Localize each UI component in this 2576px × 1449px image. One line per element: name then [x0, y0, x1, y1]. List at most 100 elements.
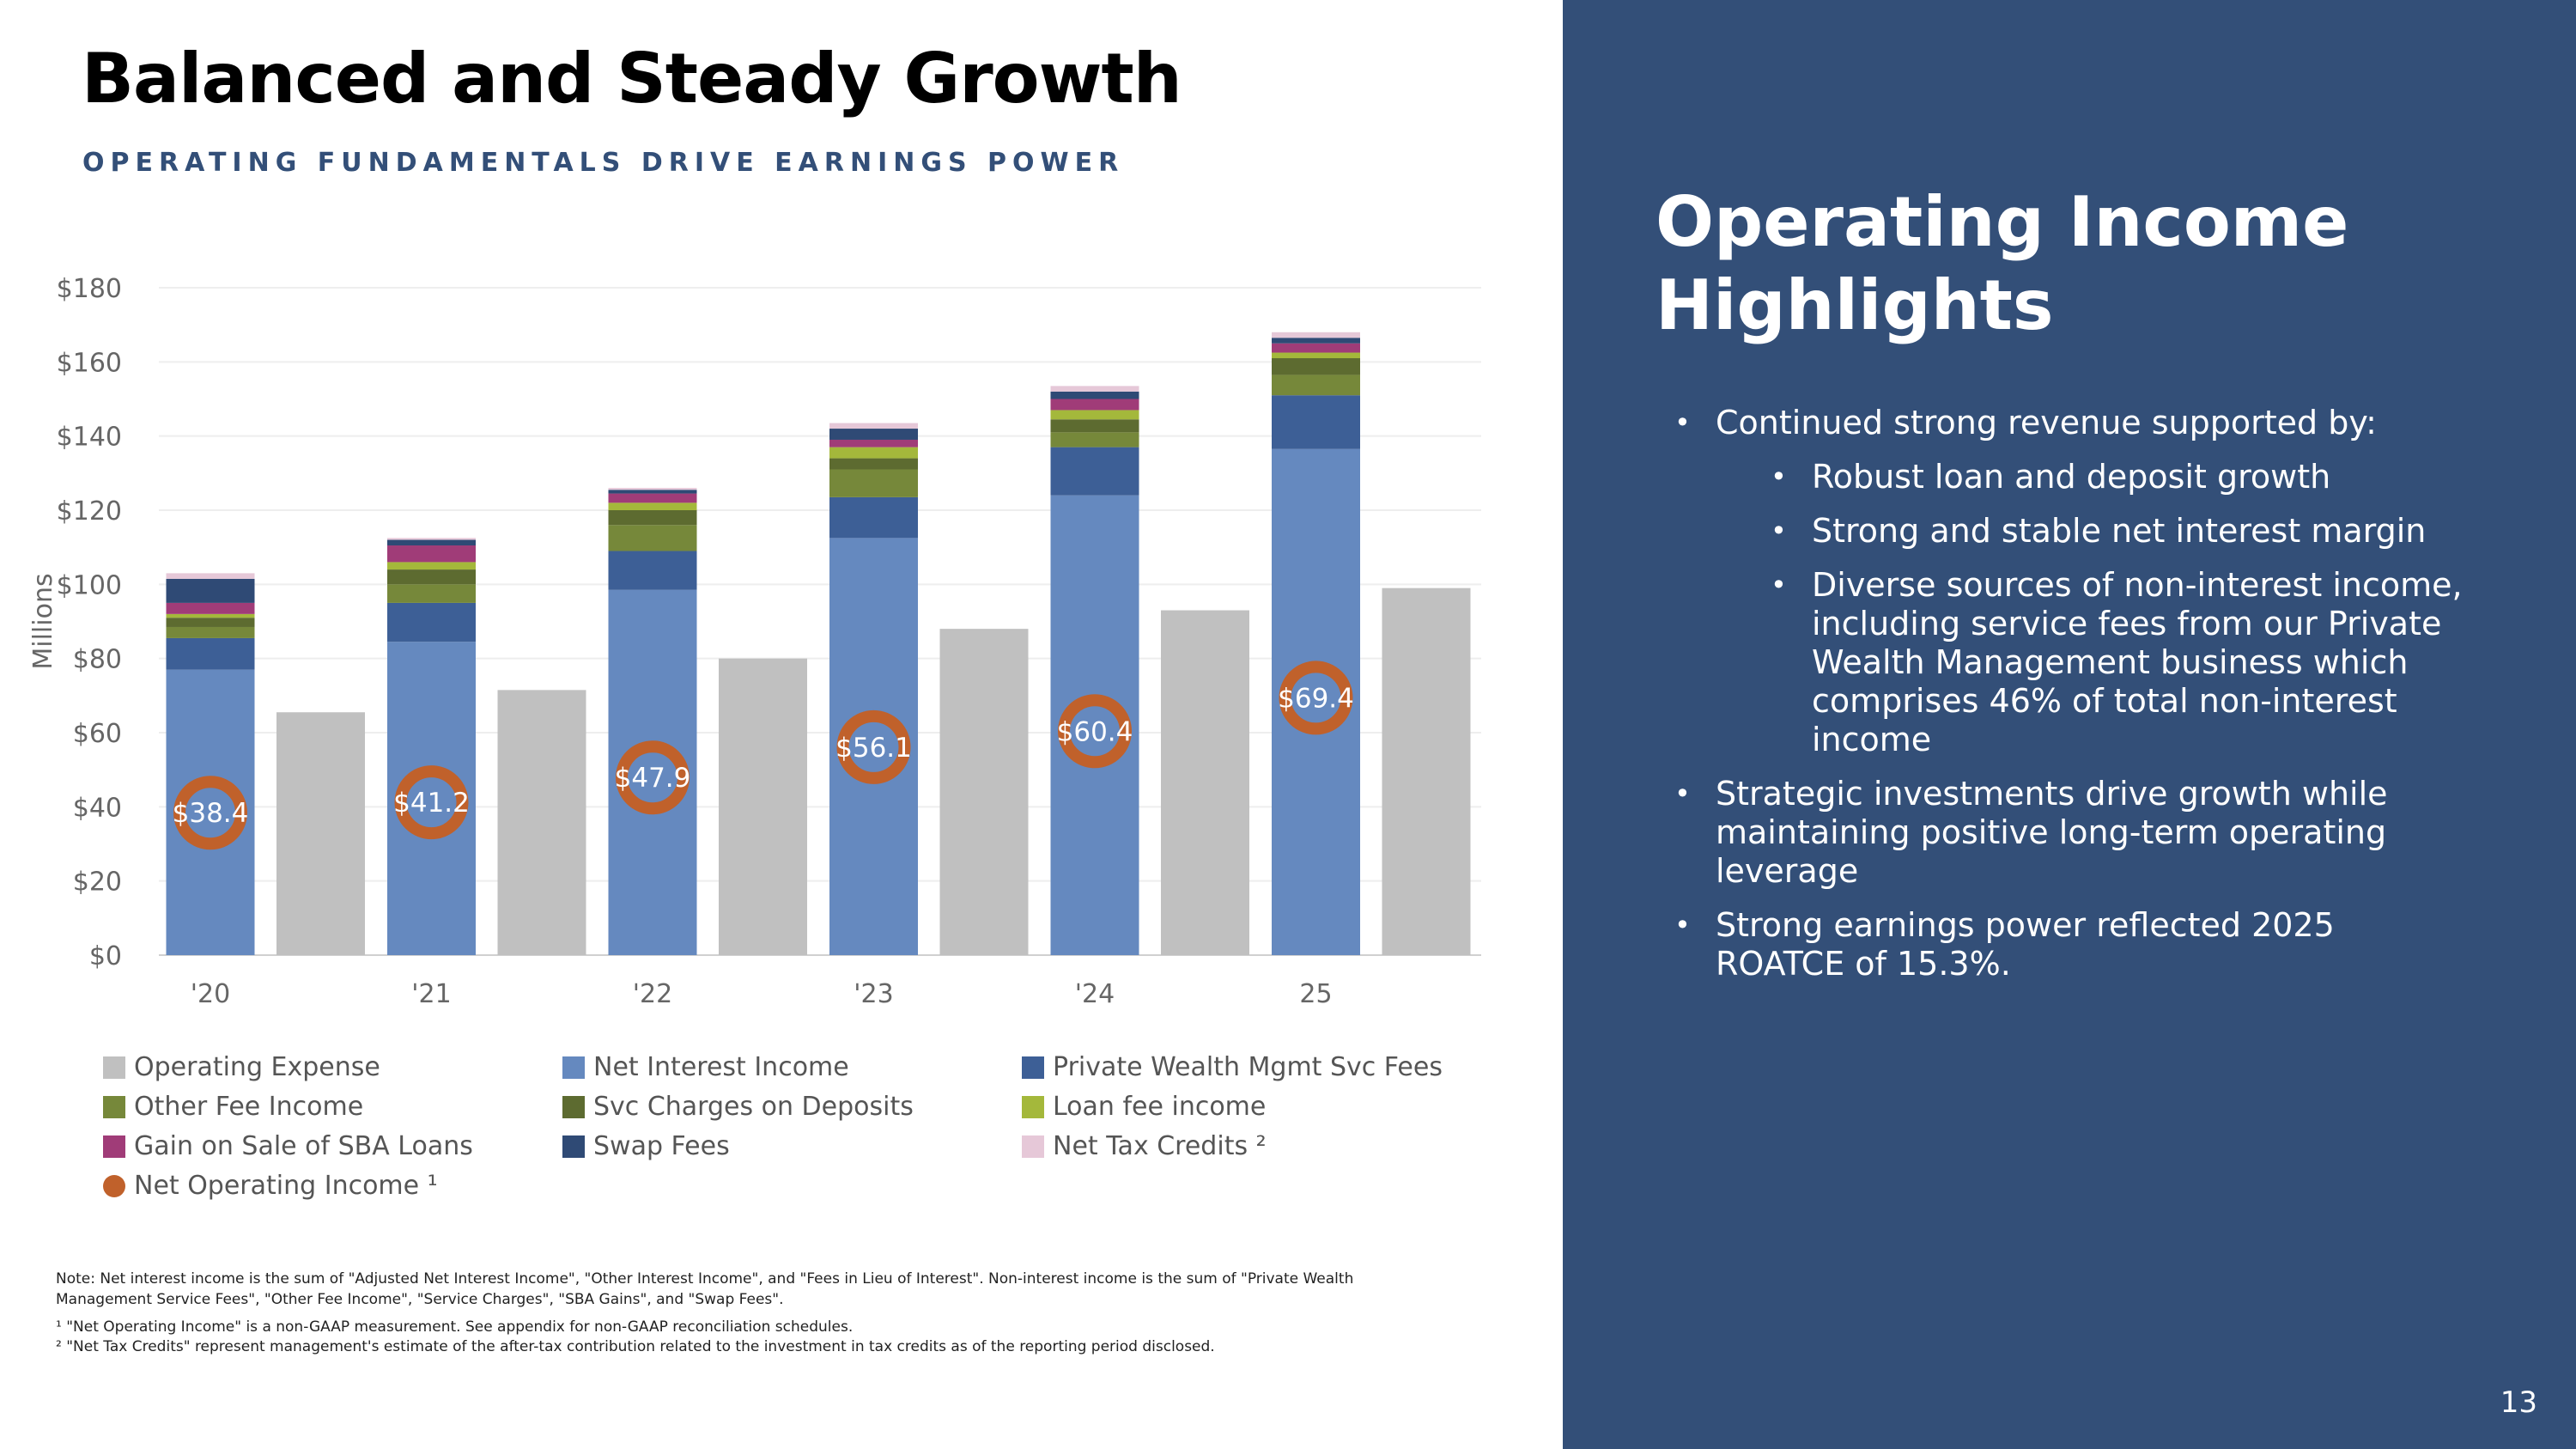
- legend-item: Swap Fees: [562, 1131, 730, 1161]
- net-operating-income-label: $69.4: [1278, 683, 1354, 714]
- legend-swatch: [103, 1095, 125, 1118]
- bar-segment: [1050, 419, 1139, 433]
- legend-label: Other Fee Income: [134, 1092, 364, 1122]
- x-tick-label: '21: [411, 979, 451, 1009]
- x-tick-label: 25: [1299, 979, 1332, 1009]
- legend-label: Net Interest Income: [593, 1052, 849, 1082]
- net-operating-income-label: $41.2: [393, 788, 470, 819]
- bar-segment: [829, 496, 918, 539]
- bar-segment: [387, 538, 476, 540]
- legend-swatch: [562, 1135, 585, 1158]
- bar-segment: [387, 584, 476, 603]
- bar-segment: [1050, 432, 1139, 447]
- bar-segment: [608, 490, 697, 494]
- net-operating-income-marker: [836, 709, 911, 784]
- legend-item: Operating Expense: [103, 1052, 380, 1082]
- legend-item: Net Interest Income: [562, 1052, 849, 1082]
- bar-segment: [829, 469, 918, 497]
- footnote-1: ¹ "Net Operating Income" is a non-GAAP m…: [56, 1318, 854, 1336]
- legend-circle-swatch: [103, 1174, 125, 1197]
- bar-segment: [1272, 343, 1360, 353]
- bar-segment: [1272, 374, 1360, 396]
- bar-segment: [166, 618, 255, 627]
- bar-segment: [387, 545, 476, 563]
- page-title: Balanced and Steady Growth: [82, 39, 1182, 119]
- net-operating-income-label: $56.1: [835, 733, 912, 764]
- footnote-2: ² "Net Tax Credits" represent management…: [56, 1338, 1215, 1356]
- sub-bullet-3: Diverse sources of non-interest income, …: [1771, 566, 2464, 759]
- bar-segment: [166, 637, 255, 670]
- bar-segment: [608, 502, 697, 510]
- legend-item: Net Tax Credits ²: [1022, 1131, 1267, 1161]
- bar-segment: [166, 613, 255, 618]
- bar-segment: [166, 626, 255, 638]
- highlights-title: Operating Income Highlights: [1656, 182, 2349, 345]
- operating-expense-bar: [719, 658, 807, 955]
- legend-label: Net Operating Income ¹: [134, 1171, 438, 1201]
- y-axis-label: Millions: [28, 573, 58, 669]
- x-tick-label: '22: [633, 979, 672, 1009]
- y-tick-label: $140: [57, 423, 122, 453]
- net-operating-income-marker: [1058, 694, 1132, 769]
- bar-segment: [1050, 386, 1139, 392]
- net-operating-income-marker: [394, 765, 469, 840]
- net-operating-income-label: $60.4: [1057, 716, 1133, 747]
- bar-segment: [608, 525, 697, 551]
- footnote-note: Note: Net interest income is the sum of …: [56, 1270, 1354, 1308]
- y-tick-label: $60: [73, 719, 122, 749]
- net-operating-income-marker: [616, 740, 690, 815]
- bar-segment: [608, 488, 697, 490]
- legend-item: Loan fee income: [1022, 1092, 1266, 1122]
- bar-segment: [829, 423, 918, 429]
- bullet-4: Strategic investments drive growth while…: [1674, 775, 2464, 891]
- bar-segment: [1272, 352, 1360, 359]
- sub-bullet-2: Strong and stable net interest margin: [1771, 512, 2464, 551]
- bar-segment: [1272, 338, 1360, 344]
- operating-income-chart: $0 $20 $40 $60 $80 $100 $120 $140 $160 $180 Millio…: [28, 274, 1481, 1009]
- net-operating-income-label: $47.9: [615, 763, 691, 794]
- main-panel: Balanced and Steady Growth OPERATING FUN…: [28, 39, 1481, 1365]
- x-tick-label: '20: [191, 979, 230, 1009]
- bar-segment: [1050, 399, 1139, 411]
- legend-swatch: [562, 1056, 585, 1079]
- legend-label: Private Wealth Mgmt Svc Fees: [1053, 1052, 1443, 1082]
- operating-expense-bar: [1382, 588, 1471, 955]
- legend-item: Gain on Sale of SBA Loans: [103, 1131, 473, 1161]
- operating-expense-bar: [276, 712, 365, 955]
- y-tick-label: $180: [57, 274, 122, 304]
- highlights-list: Continued strong revenue supported by: Ro…: [1674, 404, 2464, 999]
- legend-item: Net Operating Income ¹: [103, 1171, 438, 1201]
- legend-item: Private Wealth Mgmt Svc Fees: [1022, 1052, 1443, 1082]
- highlights-panel: Operating Income Highlights Continued st…: [1563, 0, 2576, 1449]
- legend-label: Gain on Sale of SBA Loans: [134, 1131, 473, 1161]
- operating-expense-bar: [939, 629, 1029, 955]
- bar-segment: [608, 510, 697, 526]
- bar-segment: [1050, 447, 1139, 496]
- legend-label: Swap Fees: [593, 1131, 730, 1161]
- bar-segment: [1050, 391, 1139, 399]
- bullet-0: Continued strong revenue supported by:: [1674, 404, 2464, 442]
- net-operating-income-label: $38.4: [173, 798, 249, 829]
- x-tick-label: '23: [854, 979, 893, 1009]
- x-tick-label: '24: [1075, 979, 1115, 1009]
- bar-segment: [829, 447, 918, 459]
- page-subtitle: OPERATING FUNDAMENTALS DRIVE EARNINGS PO…: [82, 148, 1125, 178]
- legend-item: Other Fee Income: [103, 1092, 363, 1122]
- sub-bullet-1: Robust loan and deposit growth: [1771, 458, 2464, 496]
- bar-segment: [387, 569, 476, 585]
- legend-swatch: [103, 1135, 125, 1158]
- legend-item: Svc Charges on Deposits: [562, 1092, 914, 1122]
- bar-segment: [1272, 332, 1360, 338]
- bar-segment: [829, 429, 918, 440]
- legend-swatch: [103, 1056, 125, 1079]
- y-tick-label: $20: [73, 868, 122, 898]
- bar-segment: [387, 539, 476, 546]
- footnotes: Note: Net interest income is the sum of …: [56, 1269, 1395, 1365]
- y-tick-label: $0: [89, 941, 122, 971]
- bar-segment: [166, 578, 255, 603]
- legend-swatch: [1022, 1135, 1044, 1158]
- legend-swatch: [562, 1095, 585, 1118]
- bar-segment: [387, 602, 476, 642]
- legend-label: Loan fee income: [1053, 1092, 1267, 1122]
- bullet-5: Strong earnings power reflected 2025 ROA…: [1674, 906, 2464, 983]
